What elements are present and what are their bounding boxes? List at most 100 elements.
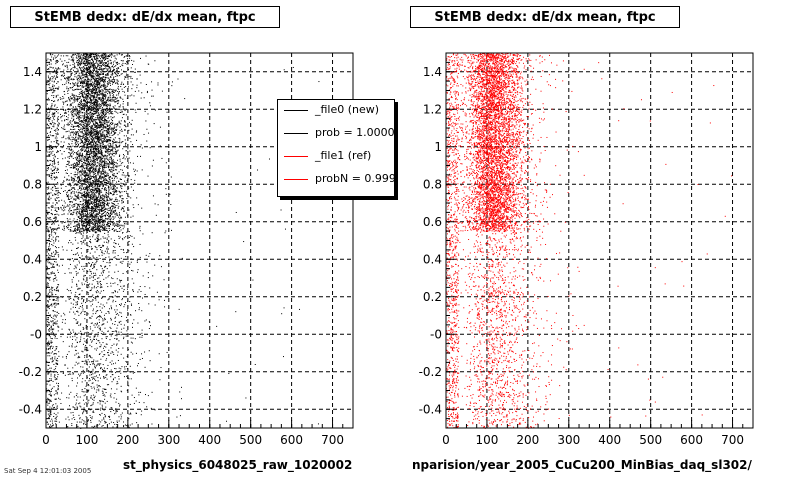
scatter-point (79, 79, 81, 81)
scatter-point (82, 121, 84, 123)
scatter-point (104, 54, 106, 56)
scatter-point (63, 69, 65, 71)
scatter-point (92, 77, 94, 79)
scatter-point (103, 134, 105, 136)
scatter-point (80, 81, 82, 83)
scatter-point (55, 177, 57, 179)
scatter-point (114, 79, 116, 81)
scatter-point (89, 195, 91, 197)
scatter-point (122, 62, 124, 64)
scatter-point (83, 114, 85, 116)
scatter-point (91, 208, 93, 210)
scatter-point (102, 165, 104, 167)
scatter-point (92, 210, 94, 212)
scatter-point (99, 105, 101, 107)
scatter-point (93, 107, 95, 109)
scatter-point (87, 64, 89, 66)
scatter-point (82, 227, 84, 229)
scatter-point (92, 146, 94, 148)
scatter-point (107, 163, 109, 165)
scatter-point (108, 225, 110, 227)
scatter-point (100, 191, 102, 193)
scatter-point (99, 163, 101, 165)
scatter-point (93, 168, 95, 170)
scatter-point (105, 120, 107, 122)
scatter-point (114, 210, 116, 212)
scatter-point (91, 222, 93, 224)
scatter-point (107, 111, 109, 113)
scatter-point (95, 180, 97, 182)
scatter-point (81, 72, 83, 74)
scatter-point (90, 55, 92, 57)
scatter-point (98, 77, 100, 79)
scatter-point (105, 148, 107, 150)
scatter-point (112, 134, 114, 136)
scatter-point (78, 152, 80, 154)
scatter-point (50, 172, 52, 174)
scatter-point (87, 189, 89, 191)
scatter-point (82, 95, 84, 97)
scatter-point (89, 102, 91, 104)
scatter-point (107, 60, 109, 62)
scatter-point (93, 71, 95, 73)
scatter-point (97, 126, 99, 128)
scatter-point (89, 141, 91, 143)
scatter-point (95, 91, 97, 93)
scatter-point (105, 107, 107, 109)
scatter-point (98, 89, 100, 91)
scatter-point (93, 146, 95, 148)
scatter-point (97, 111, 99, 113)
scatter-point (70, 223, 72, 225)
scatter-point (89, 168, 91, 170)
scatter-point (99, 132, 101, 134)
scatter-point (94, 100, 96, 102)
scatter-point (92, 141, 94, 143)
scatter-point (80, 99, 82, 101)
scatter-point (87, 223, 89, 225)
scatter-point (105, 135, 107, 137)
scatter-point (98, 132, 100, 134)
scatter-point (104, 166, 106, 168)
scatter-point (73, 115, 75, 117)
scatter-point (103, 196, 105, 198)
scatter-point (107, 214, 109, 216)
scatter-point (84, 194, 86, 196)
scatter-point (98, 179, 100, 181)
scatter-point (97, 75, 99, 77)
scatter-point (102, 85, 104, 87)
scatter-point (87, 228, 89, 230)
scatter-point (87, 69, 89, 71)
scatter-point (105, 218, 107, 220)
scatter-point (107, 147, 109, 149)
scatter-point (94, 209, 96, 211)
scatter-point (84, 201, 86, 203)
scatter-point (106, 111, 108, 113)
scatter-point (103, 81, 105, 83)
scatter-point (85, 129, 87, 131)
scatter-point (104, 123, 106, 125)
scatter-point (88, 75, 90, 77)
scatter-point (88, 67, 90, 69)
scatter-point (97, 133, 99, 135)
scatter-point (88, 146, 90, 148)
scatter-point (108, 223, 110, 225)
scatter-point (124, 110, 126, 112)
scatter-point (109, 91, 111, 93)
scatter-point (119, 220, 121, 222)
scatter-point (88, 87, 90, 89)
scatter-point (84, 187, 86, 189)
scatter-point (109, 134, 111, 136)
scatter-point (108, 202, 110, 204)
scatter-point (92, 151, 94, 153)
scatter-point (88, 133, 90, 135)
scatter-point (84, 220, 86, 222)
scatter-point (98, 192, 100, 194)
scatter-point (90, 116, 92, 118)
scatter-point (93, 129, 95, 131)
scatter-point (103, 102, 105, 104)
scatter-point (82, 180, 84, 182)
scatter-point (83, 144, 85, 146)
scatter-point (74, 134, 76, 136)
scatter-point (86, 206, 88, 208)
scatter-point (99, 97, 101, 99)
